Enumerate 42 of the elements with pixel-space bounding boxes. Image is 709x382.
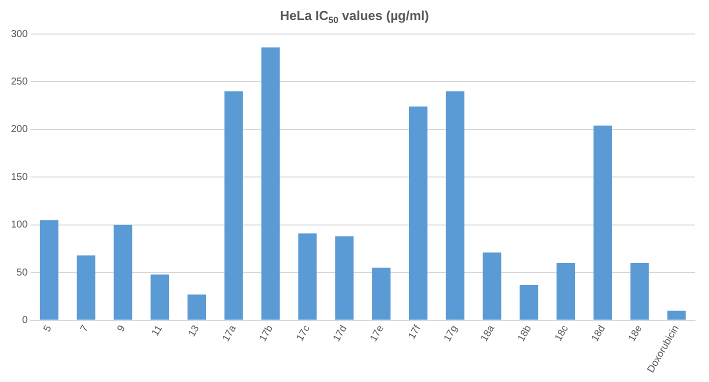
bar: [298, 233, 317, 320]
x-tick-label: 17g: [442, 324, 460, 344]
bar: [667, 310, 686, 320]
bar: [446, 91, 464, 320]
x-tick-label: 18a: [479, 323, 498, 344]
x-tick-label: 17b: [258, 323, 276, 344]
bar: [556, 263, 576, 320]
bar: [630, 263, 649, 320]
x-tick-label: 18d: [590, 324, 608, 344]
x-tick-label: 17c: [294, 324, 312, 344]
bar: [594, 126, 612, 320]
y-tick-label: 250: [10, 76, 28, 88]
x-tick-label: 17e: [368, 323, 386, 344]
bar: [372, 268, 391, 320]
x-tick-label: 13: [186, 323, 202, 339]
bar: [40, 220, 58, 320]
bar: [482, 252, 502, 320]
bar: [114, 224, 132, 320]
y-tick-label: 300: [10, 28, 28, 40]
x-tick-label: 17f: [406, 323, 424, 342]
bar: [76, 255, 96, 320]
bar: [150, 274, 170, 320]
x-tick-label: 7: [78, 323, 92, 334]
y-tick-label: 50: [16, 267, 28, 278]
bar: [335, 236, 354, 320]
x-tick-label: 17a: [220, 323, 239, 344]
y-tick-label: 100: [10, 220, 28, 231]
bar: [224, 91, 243, 320]
y-tick-label: 0: [22, 315, 28, 326]
x-tick-label: 17d: [332, 324, 350, 344]
y-tick-label: 150: [10, 172, 28, 183]
x-tick-label: 18e: [626, 323, 645, 344]
x-tick-label: 9: [116, 323, 128, 334]
bar: [261, 47, 280, 320]
bar: [520, 284, 538, 320]
x-tick-label: 5: [42, 323, 54, 334]
y-tick-label: 200: [10, 124, 28, 136]
x-tick-label: 18b: [516, 323, 534, 344]
bar: [188, 294, 206, 320]
bar: [408, 106, 428, 320]
x-tick-label: 11: [150, 323, 166, 338]
x-tick-label: 18c: [553, 324, 571, 344]
